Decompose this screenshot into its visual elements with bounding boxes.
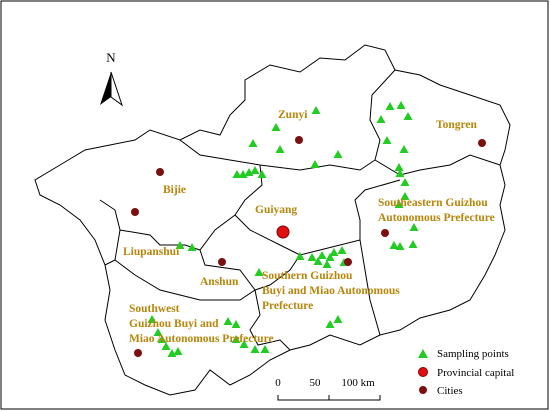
city-marker bbox=[295, 136, 303, 144]
north-arrow bbox=[110, 71, 123, 107]
scale-label: 50 bbox=[310, 377, 322, 389]
region-label: Southern Guizhou bbox=[262, 270, 353, 282]
sampling-point bbox=[313, 257, 323, 265]
sampling-point bbox=[248, 139, 258, 147]
sampling-point bbox=[396, 101, 406, 109]
region-label: Southwest bbox=[129, 303, 180, 315]
sampling-point bbox=[322, 260, 332, 268]
sampling-point bbox=[231, 320, 241, 328]
legend-symbol bbox=[418, 349, 428, 358]
sampling-points bbox=[147, 101, 419, 357]
city-marker bbox=[134, 349, 142, 357]
region-label: Guizhou Buyi and bbox=[129, 318, 219, 330]
sampling-point bbox=[187, 243, 197, 251]
sampling-point bbox=[382, 136, 392, 144]
scale-bar bbox=[277, 395, 381, 401]
region-label: Buyi and Miao Autonomous bbox=[262, 285, 400, 297]
sampling-point bbox=[385, 102, 395, 110]
sampling-point bbox=[317, 251, 327, 259]
sampling-point bbox=[325, 253, 335, 261]
sampling-point bbox=[175, 241, 185, 249]
sampling-point bbox=[239, 340, 249, 348]
sampling-point bbox=[389, 241, 399, 249]
sampling-point bbox=[394, 200, 404, 208]
sampling-point bbox=[333, 150, 343, 158]
city-marker bbox=[478, 139, 486, 147]
sampling-point bbox=[257, 170, 267, 178]
legend-symbol bbox=[418, 367, 428, 377]
cities bbox=[131, 136, 486, 357]
sampling-point bbox=[250, 345, 260, 353]
scale-label: 100 km bbox=[341, 377, 375, 389]
sampling-point bbox=[232, 170, 242, 178]
sampling-point bbox=[231, 335, 241, 343]
sampling-point bbox=[173, 347, 183, 355]
sampling-point bbox=[250, 166, 260, 174]
sampling-point bbox=[399, 145, 409, 153]
north-label: N bbox=[106, 50, 116, 65]
sampling-point bbox=[295, 252, 305, 260]
region-label: Bijie bbox=[163, 184, 186, 196]
sampling-point bbox=[307, 253, 317, 261]
capital-marker bbox=[276, 225, 290, 239]
legend-label: Sampling points bbox=[437, 348, 509, 360]
region-label: Tongren bbox=[436, 119, 478, 131]
sampling-point bbox=[254, 268, 264, 276]
region-label: Autonomous Prefecture bbox=[378, 212, 495, 224]
sampling-point bbox=[333, 315, 343, 323]
scale-label: 0 bbox=[275, 377, 281, 389]
sampling-point bbox=[329, 248, 339, 256]
sampling-point bbox=[147, 315, 157, 323]
sampling-point bbox=[394, 163, 404, 171]
region-boundary bbox=[99, 69, 501, 351]
sampling-point bbox=[395, 242, 405, 250]
sampling-point bbox=[400, 178, 410, 186]
region-label: Southeastern Guizhou bbox=[378, 197, 488, 209]
region-label: Anshun bbox=[200, 276, 239, 288]
city-marker bbox=[218, 258, 226, 266]
region-label: Zunyi bbox=[278, 109, 308, 121]
sampling-point bbox=[403, 112, 413, 120]
sampling-point bbox=[223, 317, 233, 325]
sampling-point bbox=[376, 115, 386, 123]
sampling-point bbox=[260, 345, 270, 353]
city-marker bbox=[344, 258, 352, 266]
legend-label: Provincial capital bbox=[437, 367, 514, 379]
sampling-point bbox=[337, 246, 347, 254]
region-label: Liupanshui bbox=[123, 246, 180, 258]
region-labels: Zunyi Tongren Bijie Guiyang Southeastern Gui… bbox=[123, 109, 495, 345]
sampling-point bbox=[395, 169, 405, 177]
sampling-point bbox=[408, 240, 418, 248]
sampling-point bbox=[157, 335, 167, 343]
city-marker bbox=[131, 208, 139, 216]
legend-label: Cities bbox=[437, 385, 463, 397]
region-label: Prefecture bbox=[262, 300, 313, 312]
sampling-point bbox=[275, 145, 285, 153]
sampling-point bbox=[325, 320, 335, 328]
sampling-point bbox=[310, 160, 320, 168]
north-arrow bbox=[100, 72, 111, 105]
sampling-point bbox=[311, 106, 321, 114]
sampling-point bbox=[153, 328, 163, 336]
sampling-point bbox=[271, 123, 281, 131]
sampling-point bbox=[400, 192, 410, 200]
sampling-point bbox=[409, 223, 419, 231]
city-marker bbox=[381, 229, 389, 237]
sampling-point bbox=[161, 342, 171, 350]
region-label: Guiyang bbox=[255, 204, 297, 216]
region-label: Miao Autonomous Prefecture bbox=[129, 333, 274, 345]
city-marker bbox=[156, 168, 164, 176]
legend-symbol bbox=[419, 386, 427, 394]
